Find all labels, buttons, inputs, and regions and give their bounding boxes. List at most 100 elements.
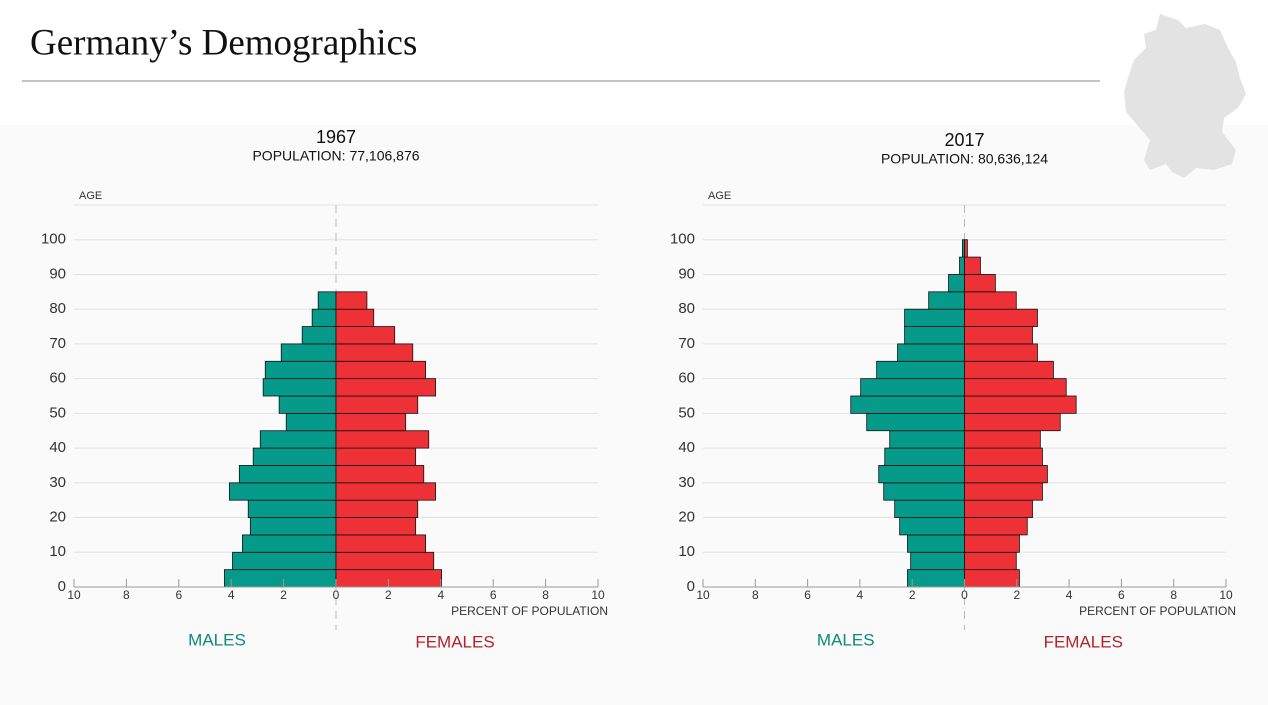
bar (904, 326, 965, 345)
bar (317, 291, 337, 310)
bar (964, 447, 1043, 466)
y-tick-label: 100 (41, 231, 66, 248)
x-tick-label: 8 (1170, 588, 1177, 602)
x-tick-label: 8 (123, 588, 130, 602)
x-tick-label: 6 (804, 588, 811, 602)
x-tick-label: 8 (542, 588, 549, 602)
bar (904, 308, 965, 327)
bar (259, 430, 337, 449)
x-tick-label: 4 (857, 588, 864, 602)
y-tick-label: 40 (49, 439, 66, 456)
bar (899, 517, 965, 536)
bar (964, 378, 1067, 397)
chart-subtitle: POPULATION: 77,106,876 (252, 148, 419, 164)
legend-label: MALES (188, 630, 246, 649)
y-tick-label: 70 (678, 335, 695, 352)
y-tick-label: 50 (49, 404, 66, 421)
bar (889, 430, 965, 449)
bar (242, 534, 337, 553)
y-tick-label: 80 (678, 300, 695, 317)
bar (228, 482, 337, 501)
x-tick-label: 4 (228, 588, 235, 602)
y-tick-label: 50 (678, 404, 695, 421)
x-tick-label: 2 (280, 588, 287, 602)
bar (964, 395, 1077, 414)
x-axis-label: PERCENT OF POPULATION (451, 604, 608, 618)
bar (964, 239, 968, 258)
bar (910, 551, 965, 571)
y-tick-label: 60 (49, 370, 66, 387)
bar (894, 499, 965, 518)
bar (335, 291, 368, 310)
bar (335, 360, 427, 380)
bar (907, 534, 965, 553)
bar (964, 551, 1017, 571)
bar (964, 465, 1048, 484)
bar (897, 343, 965, 362)
x-tick-label: 6 (490, 588, 497, 602)
legend-label: FEMALES (415, 632, 494, 651)
bar (247, 499, 337, 518)
bar (278, 395, 337, 414)
y-tick-label: 20 (49, 509, 66, 526)
bar (285, 412, 337, 432)
bar (252, 447, 337, 466)
y-tick-label: 90 (49, 265, 66, 282)
x-tick-label: 2 (1013, 588, 1020, 602)
bar (964, 360, 1054, 380)
bar (335, 343, 414, 362)
y-tick-label: 0 (687, 578, 695, 595)
bar (964, 517, 1028, 536)
x-tick-label: 10 (696, 588, 710, 602)
bar (907, 569, 965, 588)
bar (262, 378, 337, 397)
bar (964, 256, 981, 275)
y-axis-label: AGE (708, 190, 731, 202)
x-tick-label: 8 (752, 588, 759, 602)
bar (964, 274, 996, 293)
page-title: Germany’s Demographics (30, 22, 417, 63)
bar (335, 308, 375, 327)
bar (860, 378, 965, 397)
bar (850, 395, 965, 414)
x-tick-label: 0 (961, 588, 968, 602)
bar (335, 430, 430, 449)
y-tick-label: 40 (678, 439, 695, 456)
bar (964, 534, 1020, 553)
bar (883, 482, 965, 501)
chart-title: 1967 (316, 127, 356, 147)
bar (928, 291, 965, 310)
y-tick-label: 100 (670, 231, 695, 248)
bar (964, 482, 1043, 501)
y-tick-label: 30 (49, 474, 66, 491)
y-tick-label: 20 (678, 509, 695, 526)
chart-title: 2017 (944, 130, 984, 150)
bar (223, 569, 337, 588)
legend-label: MALES (817, 630, 875, 649)
y-tick-label: 70 (49, 335, 66, 352)
x-tick-label: 4 (1066, 588, 1073, 602)
x-tick-label: 10 (1219, 588, 1233, 602)
y-axis-label: AGE (79, 190, 102, 202)
bar (335, 447, 417, 466)
x-axis-label: PERCENT OF POPULATION (1079, 604, 1236, 618)
x-tick-label: 0 (333, 588, 340, 602)
bar (335, 517, 417, 536)
bar (964, 412, 1061, 432)
bar (264, 360, 337, 380)
chart-subtitle: POPULATION: 80,636,124 (881, 151, 1048, 167)
bar (335, 499, 419, 518)
y-tick-label: 10 (678, 543, 695, 560)
bar (335, 378, 436, 397)
x-tick-label: 10 (591, 588, 605, 602)
y-tick-label: 80 (49, 300, 66, 317)
bar (335, 534, 427, 553)
bar (878, 465, 965, 484)
x-tick-label: 6 (175, 588, 182, 602)
x-tick-label: 4 (437, 588, 444, 602)
bar (335, 412, 407, 432)
bar (280, 343, 337, 362)
y-tick-label: 10 (49, 543, 66, 560)
bar (249, 517, 337, 536)
